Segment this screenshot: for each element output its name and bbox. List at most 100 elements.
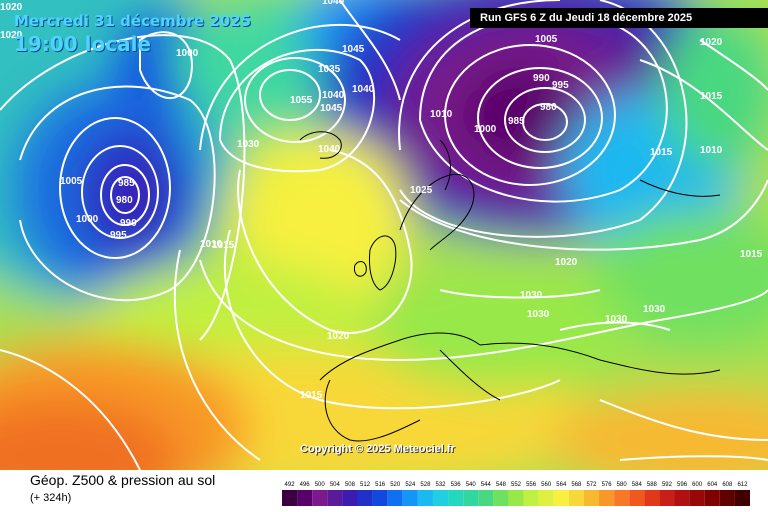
isobar-label: 1015 [300, 390, 323, 401]
scale-swatch [719, 490, 735, 506]
isobar-label: 1040 [352, 84, 375, 95]
scale-label: 516 [375, 482, 386, 488]
scale-label: 596 [677, 482, 688, 488]
forecast-hour: 19:00 locale [14, 32, 151, 56]
scale-swatch [327, 490, 343, 506]
scale-label: 520 [390, 482, 401, 488]
isobar-label: 1005 [60, 176, 83, 187]
scale-label: 536 [451, 482, 462, 488]
scale-swatch [448, 490, 464, 506]
scale-swatch [599, 490, 615, 506]
scale-swatch [704, 490, 720, 506]
scale-label: 580 [617, 482, 628, 488]
isobar-label: 1045 [320, 103, 343, 114]
isobar-label: 1000 [176, 48, 199, 59]
scale-swatch [523, 490, 539, 506]
isobar-label: 1020 [555, 257, 578, 268]
isobar-label: 1055 [290, 95, 313, 106]
scale-label: 576 [602, 482, 613, 488]
scale-label: 500 [315, 482, 326, 488]
scale-swatch [553, 490, 569, 506]
scale-label: 568 [571, 482, 582, 488]
scale-label: 588 [647, 482, 658, 488]
scale-swatch [734, 490, 750, 506]
scale-label: 504 [330, 482, 341, 488]
coastlines [299, 131, 721, 442]
scale-swatch [432, 490, 449, 506]
scale-swatch [387, 490, 403, 506]
isobar-label: 1035 [318, 64, 341, 75]
scale-swatch [508, 490, 524, 506]
scale-swatch [493, 490, 509, 506]
isobar-label: 1030 [520, 290, 543, 301]
scale-label: 608 [722, 482, 733, 488]
isobar-label: 1015 [212, 240, 235, 251]
isobar-label: 1040 [318, 144, 341, 155]
isobar-label: 1040 [322, 90, 345, 101]
scale-swatch [568, 490, 584, 506]
scale-swatch [659, 490, 675, 506]
scale-label: 572 [586, 482, 597, 488]
scale-swatch [689, 490, 705, 506]
scale-label: 604 [707, 482, 718, 488]
chart-title: Géop. Z500 & pression au sol [30, 472, 216, 488]
isobar-label: 995 [552, 80, 569, 91]
scale-swatch [402, 490, 418, 506]
scale-swatch [538, 490, 554, 506]
isobar-label: 985 [508, 116, 525, 127]
scale-label: 532 [436, 482, 447, 488]
scale-swatch [297, 490, 313, 506]
isobar-label: 995 [110, 230, 127, 241]
edge-label-1020b: 1020 [0, 30, 23, 41]
isobar-label: 1045 [342, 44, 365, 55]
isobar-label: 1010 [700, 145, 723, 156]
scale-label: 528 [420, 482, 431, 488]
isobar-label: 1030 [643, 304, 666, 315]
scale-swatch [463, 490, 479, 506]
scale-swatch [357, 490, 373, 506]
scale-label: 552 [511, 482, 522, 488]
scale-label: 600 [692, 482, 703, 488]
run-info-banner: Run GFS 6 Z du Jeudi 18 décembre 2025 [470, 8, 768, 28]
scale-label: 548 [496, 482, 507, 488]
isobar-label: 990 [120, 218, 137, 229]
isobar-label: 1015 [740, 249, 763, 260]
edge-label-1020: 1020 [0, 2, 23, 13]
scale-label: 492 [285, 482, 296, 488]
scale-label: 560 [541, 482, 552, 488]
scale-label: 592 [662, 482, 673, 488]
isobar-label: 985 [118, 178, 135, 189]
color-scale: 492 496 500 504 508 512 516 520 524 528 532 536 540 5… [282, 482, 750, 506]
scale-label: 544 [481, 482, 492, 488]
isobar-label: 1005 [535, 34, 558, 45]
isobar-label: 1040 [322, 0, 345, 7]
isobar-label: 1015 [650, 147, 673, 158]
scale-swatch [674, 490, 690, 506]
scale-label: 512 [360, 482, 371, 488]
isobar-label: 1030 [527, 309, 550, 320]
isobar-label: 1025 [410, 185, 433, 196]
scale-swatch [614, 490, 630, 506]
scale-swatch [342, 490, 358, 506]
isobar-label: 980 [540, 102, 557, 113]
isobar-label: 1010 [200, 239, 223, 250]
scale-swatch [417, 490, 433, 506]
isobar-label: 1020 [700, 37, 723, 48]
scale-label: 556 [526, 482, 537, 488]
isobars [0, 0, 768, 470]
isobar-label: 1010 [430, 109, 453, 120]
isobar-label: 1000 [76, 214, 99, 225]
scale-swatch [372, 490, 388, 506]
scale-swatch [282, 490, 298, 506]
scale-label: 508 [345, 482, 356, 488]
isobar-label: 1030 [237, 139, 260, 150]
isobar-label: 1020 [327, 331, 350, 342]
scale-label: 540 [466, 482, 477, 488]
isobar-label: 1015 [700, 91, 723, 102]
scale-label: 584 [632, 482, 643, 488]
scale-label: 564 [556, 482, 567, 488]
scale-label: 612 [737, 482, 748, 488]
scale-label: 496 [300, 482, 311, 488]
